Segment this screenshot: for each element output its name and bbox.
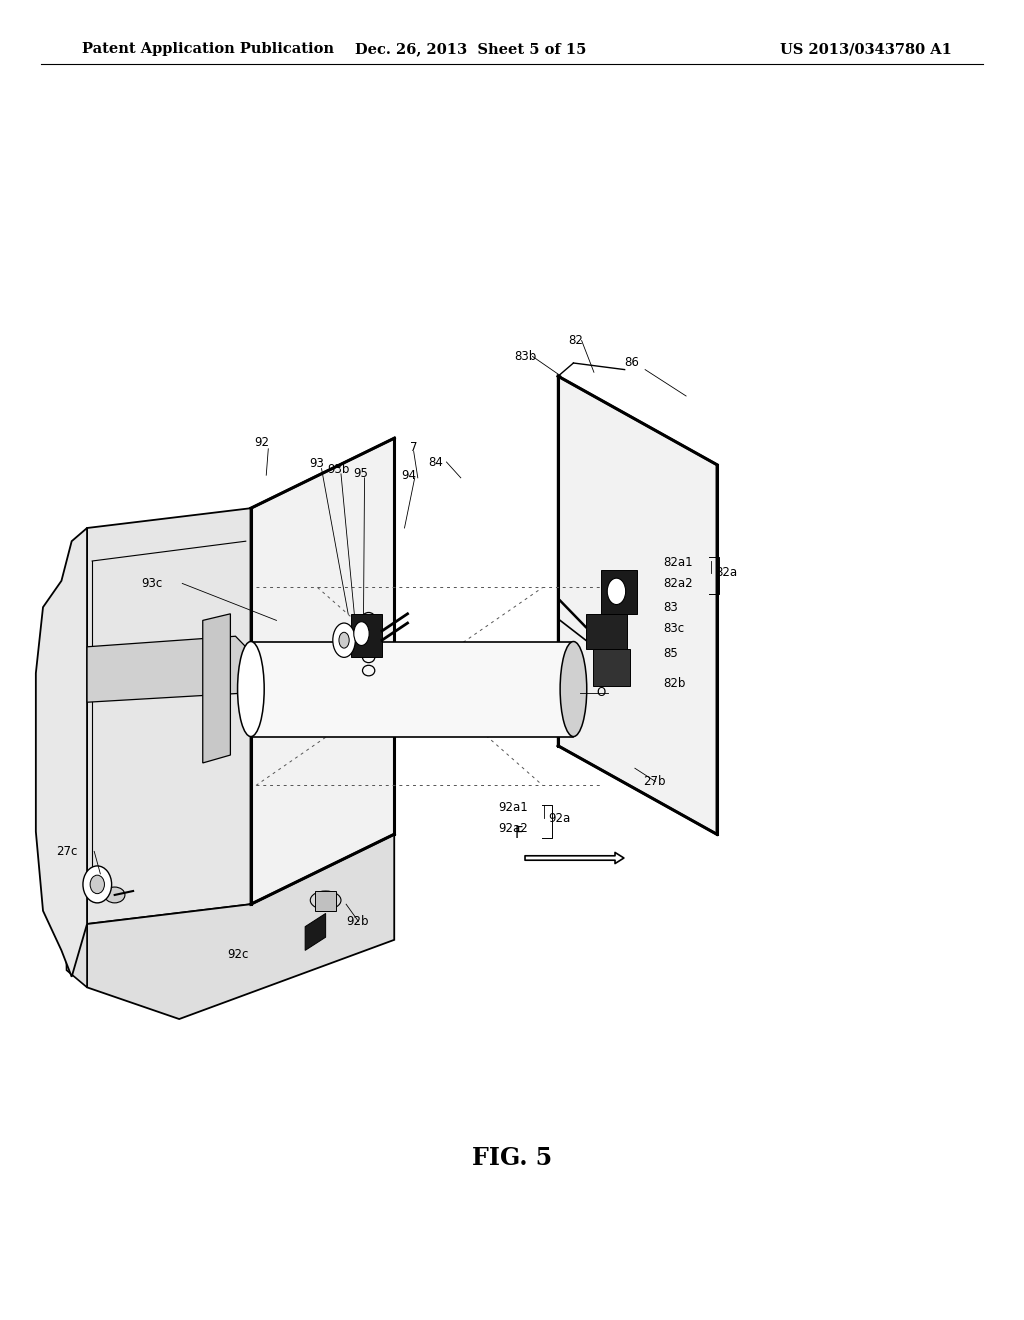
Text: 82: 82 [568, 334, 584, 347]
Text: 85: 85 [664, 647, 678, 660]
Polygon shape [305, 913, 326, 950]
Text: 86: 86 [625, 356, 640, 370]
Polygon shape [351, 614, 382, 657]
Polygon shape [315, 891, 336, 911]
Ellipse shape [560, 642, 587, 737]
Polygon shape [87, 508, 251, 924]
Text: 95: 95 [353, 467, 369, 480]
Polygon shape [558, 376, 717, 834]
Text: FIG. 5: FIG. 5 [472, 1146, 552, 1171]
Polygon shape [63, 528, 87, 987]
Text: 82a1: 82a1 [664, 556, 693, 569]
Text: 83: 83 [664, 601, 678, 614]
Text: F: F [515, 826, 523, 841]
Ellipse shape [607, 578, 626, 605]
Text: 92c: 92c [227, 948, 248, 961]
Polygon shape [251, 438, 394, 904]
Polygon shape [203, 614, 230, 763]
Text: 93b: 93b [328, 463, 350, 477]
Text: 82a2: 82a2 [664, 577, 693, 590]
Ellipse shape [90, 875, 104, 894]
Text: 84: 84 [428, 455, 443, 469]
Text: US 2013/0343780 A1: US 2013/0343780 A1 [780, 42, 952, 57]
Polygon shape [601, 570, 637, 614]
Polygon shape [87, 636, 246, 702]
Text: 82a: 82a [715, 566, 737, 579]
Text: 27c: 27c [56, 845, 78, 858]
Text: 94: 94 [401, 469, 417, 482]
Polygon shape [251, 642, 573, 737]
Text: 92a1: 92a1 [499, 801, 528, 814]
Ellipse shape [104, 887, 125, 903]
Text: 92a2: 92a2 [499, 822, 528, 836]
Ellipse shape [354, 622, 370, 645]
Polygon shape [586, 614, 627, 649]
Ellipse shape [339, 632, 349, 648]
Text: 92a: 92a [548, 812, 570, 825]
Ellipse shape [310, 891, 341, 909]
Text: 93c: 93c [141, 577, 163, 590]
Text: 27b: 27b [643, 775, 666, 788]
Polygon shape [87, 834, 394, 1019]
Text: 82b: 82b [664, 677, 686, 690]
Polygon shape [593, 649, 630, 686]
Text: Dec. 26, 2013  Sheet 5 of 15: Dec. 26, 2013 Sheet 5 of 15 [355, 42, 587, 57]
Text: Patent Application Publication: Patent Application Publication [82, 42, 334, 57]
Polygon shape [36, 528, 87, 977]
Text: 83b: 83b [514, 350, 537, 363]
Ellipse shape [83, 866, 112, 903]
Text: 83c: 83c [664, 622, 685, 635]
Text: 7: 7 [410, 441, 417, 454]
Text: 92b: 92b [346, 915, 369, 928]
Text: 93: 93 [309, 457, 325, 470]
Ellipse shape [333, 623, 355, 657]
Text: 92: 92 [254, 436, 269, 449]
Ellipse shape [238, 642, 264, 737]
Text: O: O [596, 686, 605, 700]
